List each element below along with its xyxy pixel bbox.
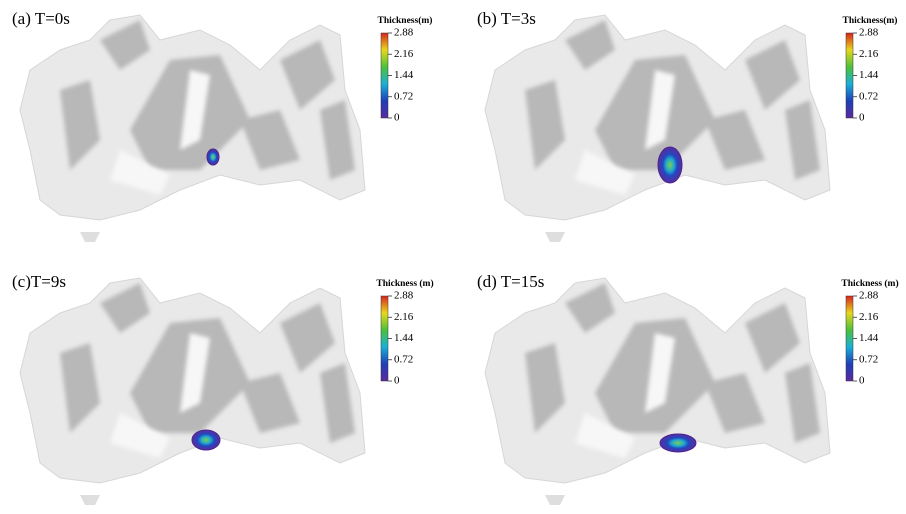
colorbar-tick-label: 2.16 [859, 48, 879, 60]
debris-flow [660, 434, 696, 452]
colorbar-tick-label: 2.88 [859, 290, 879, 302]
colorbar-tick-label: 0 [394, 375, 400, 387]
colorbar-tick-label: 2.16 [394, 48, 414, 60]
colorbar [846, 296, 853, 381]
figure: (a) T=0sThickness(m)2.882.161.440.720(b)… [0, 0, 906, 514]
colorbar-tick-label: 2.88 [859, 27, 879, 39]
terrain-map [20, 278, 365, 505]
colorbar-title: Thickness(m) [378, 15, 433, 26]
colorbar-tick-label: 0.72 [859, 90, 878, 102]
colorbar-tick-label: 2.88 [394, 290, 414, 302]
terrain-map [485, 15, 830, 242]
colorbar-tick-label: 0.72 [859, 353, 878, 365]
panel: (c)T=9s Thickness (m)2.88 2.16 1.44 0.72 0 [12, 272, 434, 505]
colorbar-tick-label: 0 [859, 375, 865, 387]
panel: (b) T=3s Thickness(m)2.88 2.16 1.44 0.72 0 [477, 9, 897, 242]
debris-flow [192, 430, 220, 450]
colorbar-tick-label: 1.44 [394, 69, 414, 81]
colorbar-tick-label: 0.72 [394, 90, 413, 102]
colorbar-tick-label: 0.72 [394, 353, 413, 365]
colorbar-title: Thickness (m) [376, 278, 433, 289]
colorbar-tick-label: 1.44 [859, 69, 879, 81]
colorbar-title: Thickness(m) [843, 15, 898, 26]
colorbar [381, 33, 388, 118]
colorbar-tick-label: 2.88 [394, 27, 414, 39]
colorbar-title: Thickness (m) [841, 278, 898, 289]
colorbar-tick-label: 1.44 [859, 332, 879, 344]
panel: (d) T=15s Thickness (m)2.88 2.16 1.44 0.72 0 [477, 272, 899, 505]
panel-label: (d) T=15s [477, 272, 544, 291]
colorbar [846, 33, 853, 118]
colorbar-tick-label: 0 [859, 112, 865, 124]
colorbar-tick-label: 0 [394, 112, 400, 124]
panel-label: (a) T=0s [12, 9, 70, 28]
terrain-map [20, 15, 365, 242]
colorbar-tick-label: 2.16 [394, 311, 414, 323]
terrain-map [485, 278, 830, 505]
debris-flow [207, 149, 219, 165]
panel: (a) T=0s Thickness(m)2.88 2.16 1.44 0.72 0 [12, 9, 432, 242]
colorbar-tick-label: 2.16 [859, 311, 879, 323]
panel-label: (c)T=9s [12, 272, 66, 291]
colorbar [381, 296, 388, 381]
colorbar-tick-label: 1.44 [394, 332, 414, 344]
panel-label: (b) T=3s [477, 9, 536, 28]
debris-flow [658, 147, 682, 183]
